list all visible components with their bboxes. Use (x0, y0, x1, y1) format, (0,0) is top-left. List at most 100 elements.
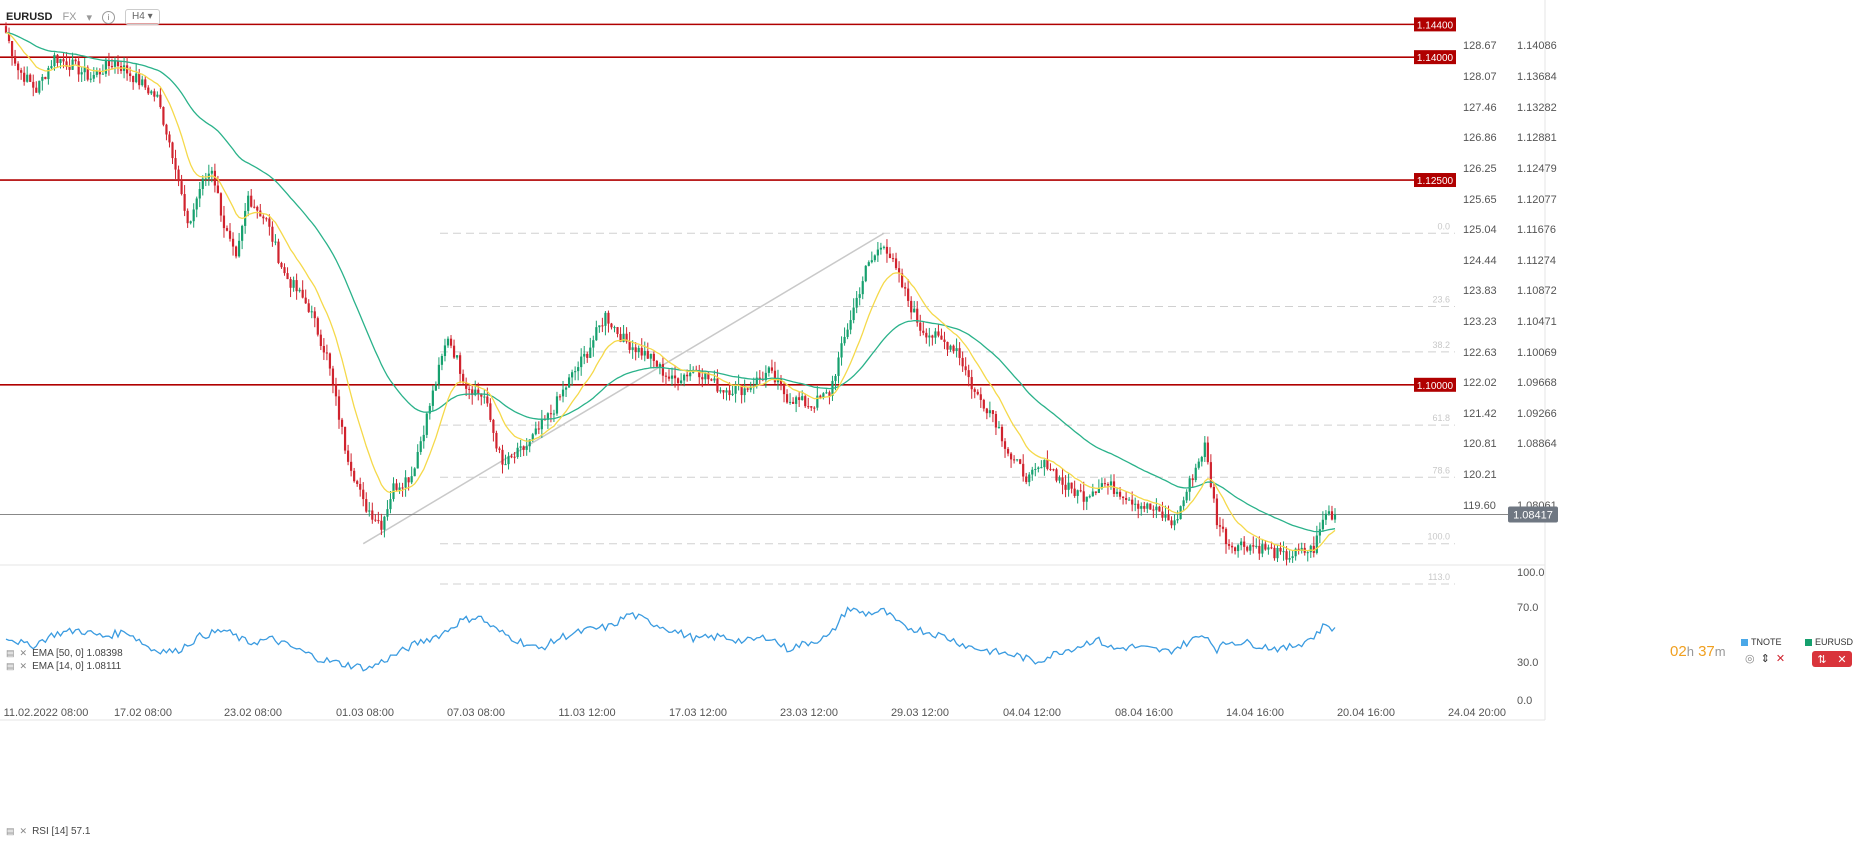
candle-body (731, 393, 734, 396)
candle-body (1052, 469, 1055, 471)
info-icon[interactable]: i (102, 10, 116, 24)
candle-body (1061, 477, 1064, 485)
eurusd-legend[interactable]: EURUSD (1805, 637, 1853, 647)
y-right-tick: 1.11676 (1517, 224, 1556, 236)
candle-body (1006, 448, 1010, 454)
candle-body (362, 489, 365, 500)
close-icon[interactable]: ✕ (1775, 653, 1786, 665)
candle-body (664, 375, 668, 377)
candle-body (946, 341, 949, 350)
candle-body (192, 209, 195, 222)
indicator-settings-icon[interactable]: ▤ (6, 826, 15, 836)
candle-body (1146, 503, 1149, 509)
candle-body (1191, 478, 1194, 481)
y-right-tick: 1.08864 (1517, 438, 1557, 450)
candle-body (519, 446, 522, 448)
candle-body (1152, 509, 1155, 511)
candle-body (1233, 547, 1237, 552)
indicator-settings-icon[interactable]: ▤ (6, 661, 15, 671)
x-tick: 11.02.2022 08:00 (4, 707, 89, 719)
reorder-icon[interactable]: ⇅ (1817, 653, 1827, 666)
candle-body (389, 499, 392, 510)
timeframe-select[interactable]: H4 ▾ (125, 9, 160, 25)
candle-body (1218, 525, 1222, 527)
candle-body (1176, 519, 1179, 521)
candle-body (1143, 506, 1146, 509)
candle-body (1094, 491, 1097, 493)
close-icon[interactable]: ✕ (19, 826, 28, 836)
candle-body (528, 439, 531, 447)
candle-body (592, 340, 595, 348)
candle-body (564, 387, 568, 390)
candle-body (313, 311, 316, 319)
candle-body (516, 447, 519, 458)
candle-body (1261, 544, 1264, 554)
rsi-legend[interactable]: ▤ ✕ RSI [14] 57.1 (6, 826, 90, 837)
candle-body (873, 255, 876, 261)
candle-body (1194, 467, 1197, 481)
candle-body (268, 218, 271, 227)
eye-icon[interactable]: ◎ (1745, 653, 1755, 665)
candle-body (719, 390, 722, 392)
candle-body (943, 339, 946, 342)
candle-body (113, 60, 117, 67)
candle-body (395, 483, 398, 490)
candle-body (1173, 520, 1176, 526)
candle-body (1321, 519, 1324, 530)
candle-body (849, 320, 852, 330)
candle-body (86, 67, 89, 80)
indicator-settings-icon[interactable]: ▤ (6, 648, 15, 658)
candle-body (174, 158, 177, 170)
candle-body (1318, 529, 1321, 536)
rsi-tick: 100.0 (1517, 567, 1545, 579)
ema50-legend[interactable]: ▤ ✕ EMA [50, 0] 1.08398 (6, 648, 123, 659)
candle-body (970, 377, 973, 390)
candle-body (189, 221, 192, 224)
chevron-down-icon[interactable]: ▾ (86, 11, 93, 24)
fibonacci-levels: 0.0 23.6 38.2 61.8 78.6 100.0 113.0 (362, 221, 1455, 585)
candle-body (1067, 482, 1070, 490)
candle-body (183, 194, 186, 211)
candle-body (852, 307, 855, 321)
candle-body (1028, 474, 1031, 483)
candle-body (616, 327, 619, 334)
candle-body (1240, 541, 1243, 546)
ema14-legend[interactable]: ▤ ✕ EMA [14, 0] 1.08111 (6, 661, 121, 672)
candle-body (59, 59, 62, 63)
candle-body (1003, 441, 1007, 449)
candle-body (658, 364, 662, 367)
candle-body (468, 388, 471, 390)
candle-body (443, 345, 447, 357)
candle-body (452, 345, 456, 358)
candle-body (277, 241, 280, 263)
candle-body (340, 419, 344, 427)
y-right-tick: 1.12077 (1517, 194, 1557, 206)
candle-body (577, 367, 580, 372)
candle-body (1031, 469, 1034, 475)
candle-body (195, 198, 198, 210)
candle-body (7, 32, 11, 41)
candle-body (1276, 547, 1279, 559)
tnote-legend[interactable]: TNOTE (1741, 637, 1782, 647)
candle-body (138, 73, 141, 86)
ema14-line (5, 32, 1336, 552)
candle-body (1025, 476, 1028, 483)
candle-body (374, 519, 377, 521)
candle-body (95, 71, 98, 75)
candle-body (419, 441, 422, 452)
reorder-icon[interactable]: ⇕ (1760, 653, 1770, 665)
candle-body (646, 350, 649, 359)
candle-body (595, 327, 598, 341)
candle-body (1000, 426, 1004, 442)
close-icon[interactable]: ✕ (1837, 653, 1847, 666)
candle-body (407, 477, 410, 483)
candle-body (1197, 461, 1200, 468)
close-icon[interactable]: ✕ (19, 648, 28, 658)
candle-body (985, 408, 988, 414)
candle-body (32, 81, 35, 88)
candle-body (53, 54, 56, 67)
candle-body (949, 345, 952, 350)
symbol-label[interactable]: EURUSD (6, 11, 53, 23)
candle-body (876, 249, 879, 256)
close-icon[interactable]: ✕ (19, 661, 28, 671)
